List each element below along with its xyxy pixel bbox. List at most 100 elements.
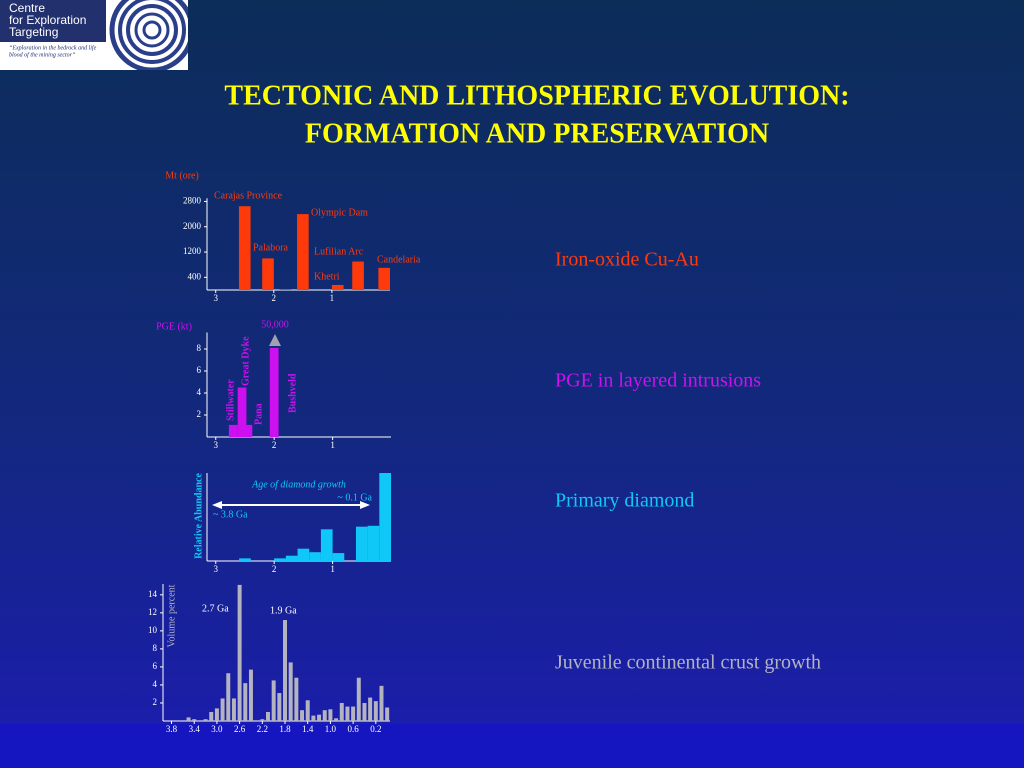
x-tick-label: 2: [272, 564, 277, 574]
x-tick-label: 3: [213, 293, 218, 303]
y-tick-label: 4: [153, 679, 158, 689]
x-tick-label: 1.4: [302, 724, 314, 734]
bar: [226, 673, 231, 721]
bar: [271, 680, 276, 721]
bar: [351, 706, 356, 721]
bar: [248, 669, 253, 721]
bar: [237, 387, 247, 437]
bar-label: Olympic Dam: [311, 207, 368, 218]
bar: [322, 710, 327, 721]
bar: [345, 706, 350, 721]
bar: [379, 685, 384, 721]
bar: [192, 719, 197, 721]
chart-title: Juvenile continental crust growth: [555, 652, 821, 674]
bar: [277, 693, 282, 721]
y-tick-label: 2000: [183, 221, 202, 231]
logo-text: Targeting: [9, 25, 58, 39]
y-tick-label: 6: [197, 365, 202, 375]
y-tick-label: 8: [197, 343, 202, 353]
bar: [279, 289, 292, 290]
x-tick-label: 0.2: [370, 724, 381, 734]
x-tick-label: 2: [272, 293, 277, 303]
y-tick-label: 2: [153, 697, 158, 707]
bar: [238, 206, 251, 290]
x-tick-label: 3.8: [166, 724, 178, 734]
annotation: 2.7 Ga: [202, 603, 229, 614]
chart-title: Iron-oxide Cu-Au: [555, 249, 699, 271]
x-tick-label: 1.0: [325, 724, 337, 734]
bar: [239, 558, 251, 561]
bar: [228, 424, 238, 437]
bar: [260, 719, 265, 721]
bar-label: Great Dyke: [240, 336, 251, 386]
bar: [305, 700, 310, 721]
bar: [203, 719, 208, 721]
logo-band: [0, 0, 106, 42]
y-tick-label: 2: [197, 409, 202, 419]
bar: [368, 697, 373, 721]
slide-title: TECTONIC AND LITHOSPHERIC EVOLUTION:: [224, 80, 849, 111]
bar: [334, 718, 339, 721]
y-tick-label: 12: [148, 607, 157, 617]
annotation: ~ 3.8 Ga: [213, 509, 248, 520]
x-tick-label: 1: [330, 564, 335, 574]
x-tick-label: 3: [214, 564, 219, 574]
y-tick-label: 1200: [183, 246, 202, 256]
bar: [300, 710, 305, 721]
bar: [283, 620, 287, 721]
bar: [332, 553, 345, 561]
break-arrow: [269, 334, 281, 346]
bar: [231, 698, 236, 721]
logo-text: Centre: [9, 1, 45, 15]
x-tick-label: 3: [214, 440, 219, 450]
bar-label: Stillwater: [225, 379, 236, 421]
y-tick-label: 14: [148, 589, 158, 599]
bar-label: Lufilian Arc: [314, 246, 364, 257]
annotation: ~ 0.1 Ga: [337, 492, 372, 503]
bar: [320, 529, 333, 561]
bar: [262, 258, 274, 290]
bottom-band: [0, 724, 1024, 768]
x-tick-label: 2: [272, 440, 277, 450]
bar-label: Khetri: [314, 271, 340, 282]
bar: [331, 284, 344, 290]
bar: [317, 714, 322, 721]
y-tick-label: 2800: [183, 196, 202, 206]
x-tick-label: 0.6: [347, 724, 359, 734]
bar: [352, 261, 364, 290]
bar: [355, 526, 368, 561]
bar: [243, 424, 253, 437]
bar: [243, 683, 248, 721]
y-axis-label: Volume percent: [166, 584, 177, 647]
bar: [339, 702, 344, 721]
bar: [237, 584, 242, 721]
bar: [220, 698, 225, 721]
bar: [297, 214, 309, 290]
chart-title: PGE in layered intrusions: [555, 370, 761, 392]
bar: [309, 552, 321, 561]
x-tick-label: 3.0: [211, 724, 223, 734]
bar: [328, 709, 333, 721]
logo-rings: [109, 0, 188, 70]
y-tick-label: 4: [197, 387, 202, 397]
bar: [285, 555, 298, 561]
bar-label: Candelaria: [377, 254, 421, 265]
bar-label: Palabora: [253, 242, 289, 253]
y-tick-label: 6: [153, 661, 158, 671]
logo-tagline: blood of the mining sector”: [9, 51, 76, 58]
x-tick-label: 1: [330, 293, 335, 303]
bar: [294, 677, 299, 721]
logo-tagline: “Exploration in the bedrock and life: [9, 44, 97, 51]
bar: [209, 711, 214, 721]
bar: [378, 267, 390, 290]
y-axis-label: Mt (ore): [165, 170, 199, 181]
bar: [356, 677, 361, 721]
annotation: Age of diamond growth: [251, 479, 346, 490]
x-tick-label: 1: [330, 440, 335, 450]
logo: Centre for Exploration Targeting “Explor…: [0, 0, 188, 70]
bar: [385, 707, 390, 721]
annotation: 1.9 Ga: [270, 605, 297, 616]
age-arrow: [212, 501, 370, 509]
bar: [297, 548, 310, 561]
